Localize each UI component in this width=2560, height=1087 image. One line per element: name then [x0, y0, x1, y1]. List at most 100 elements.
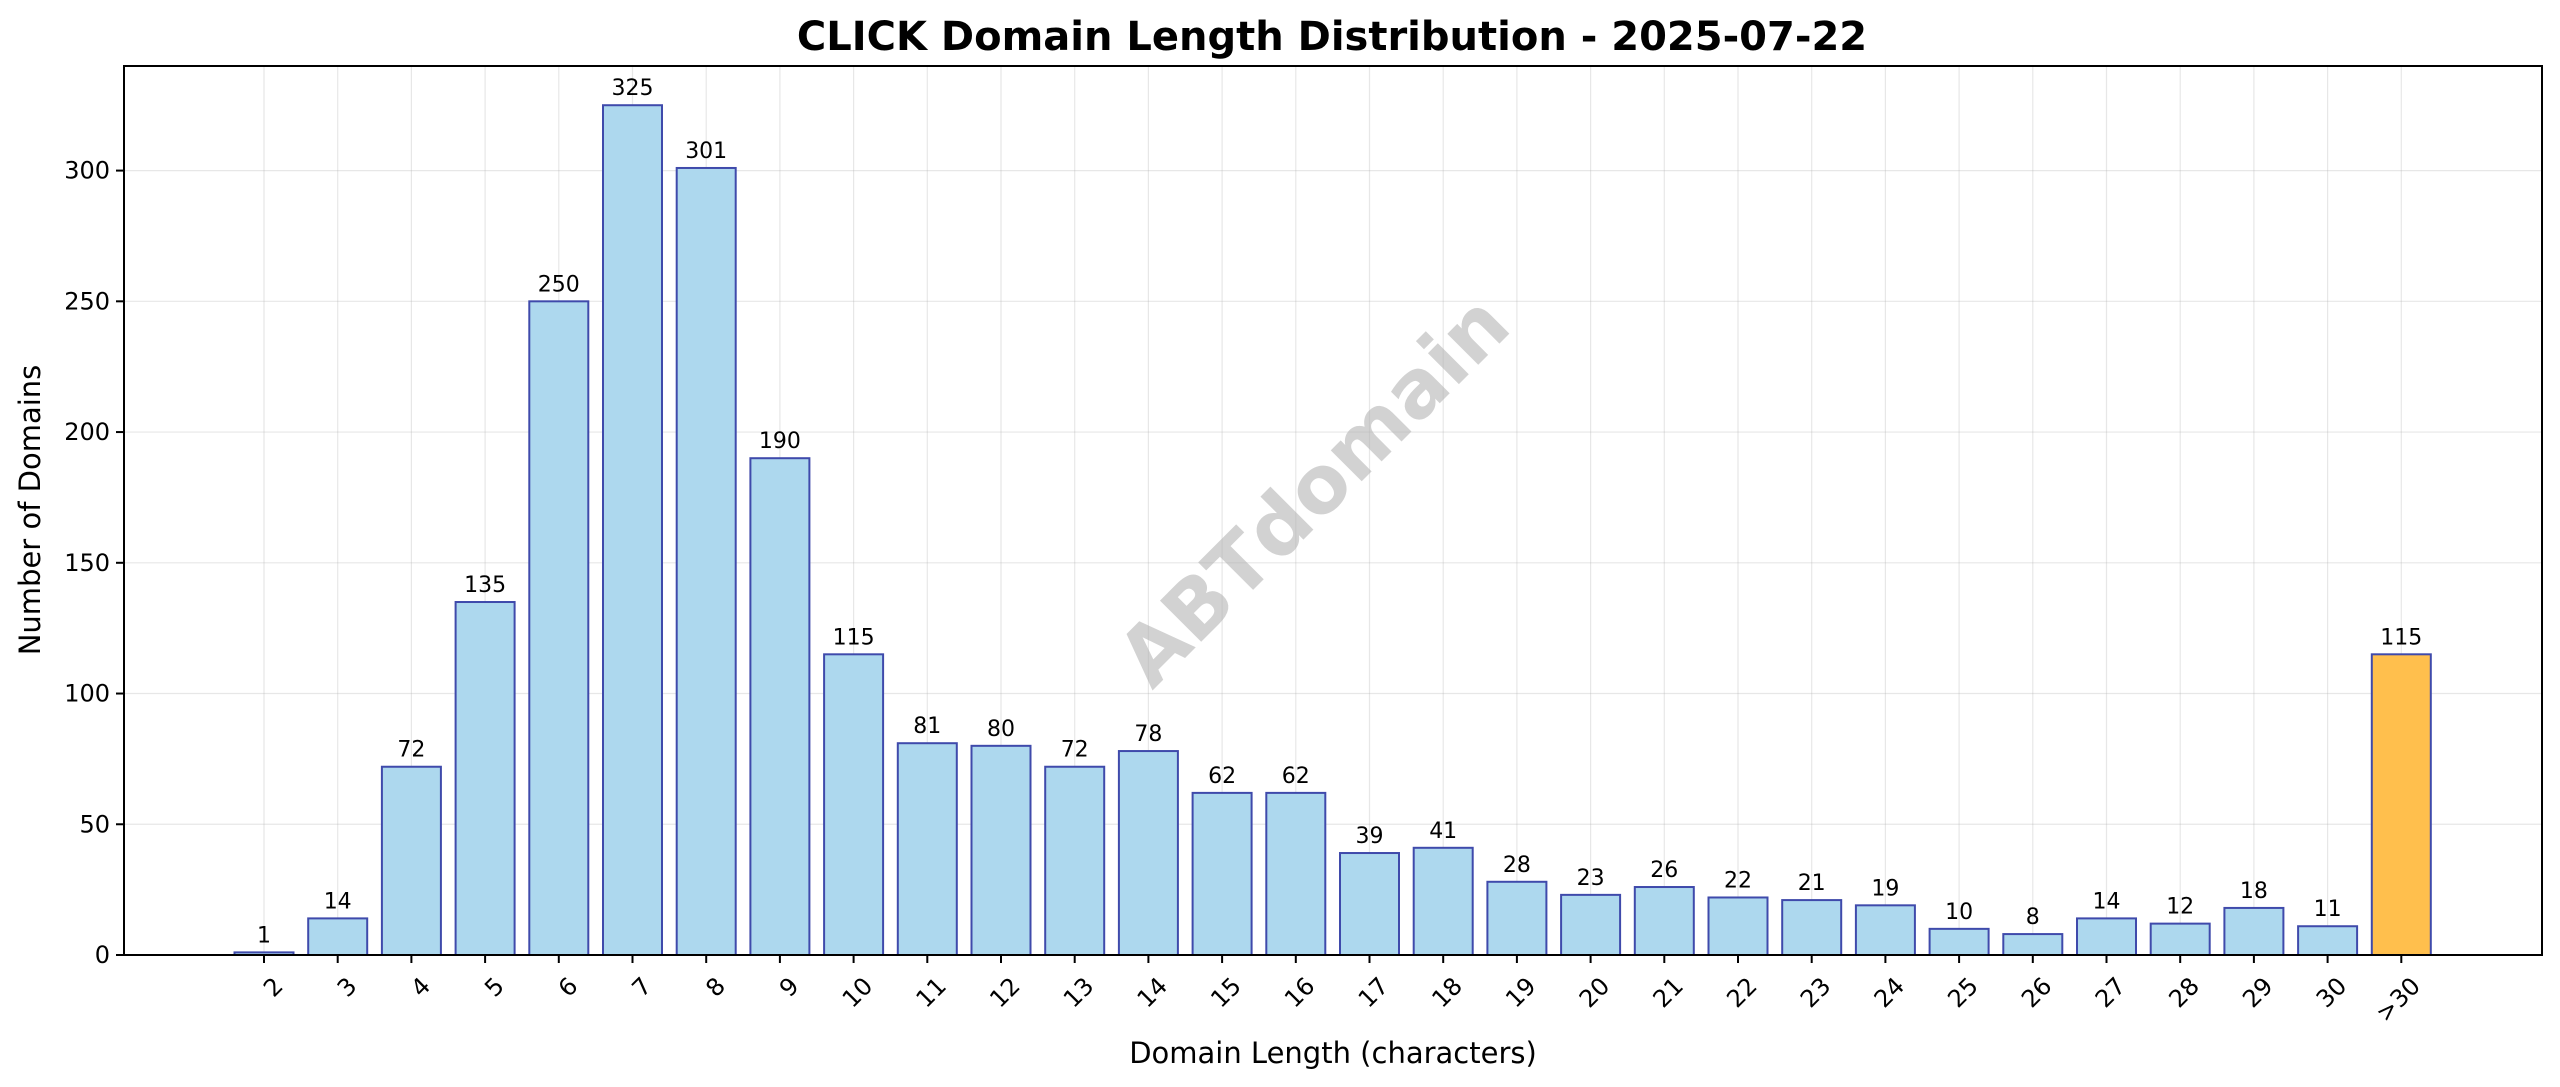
x-tick-label: 17 [1353, 972, 1394, 1013]
bar-value-label: 18 [2240, 879, 2268, 904]
y-tick-label: 50 [79, 810, 110, 838]
x-tick-label: 20 [1574, 972, 1615, 1013]
bar-27 [2076, 917, 2137, 956]
bar->30 [2370, 653, 2432, 956]
bar-value-label: 325 [612, 76, 654, 101]
bar-value-label: 26 [1650, 858, 1678, 883]
y-tick-label: 150 [64, 549, 110, 577]
x-tick-label: 11 [911, 972, 952, 1013]
bar-value-label: 72 [397, 738, 425, 763]
data-labels: 1 14 72 135 250 325 301 190 115 81 80 72 78 62 62 39 41 2… [257, 76, 2422, 948]
bar-value-label: 81 [913, 714, 941, 739]
x-tick-label: 28 [2163, 972, 2204, 1013]
bar-9 [749, 457, 811, 956]
x-tick-label: 10 [837, 972, 878, 1013]
bar-6 [528, 300, 590, 956]
bar-value-label: 14 [2093, 889, 2121, 914]
y-tick-label: 300 [64, 157, 110, 185]
bar-value-label: 115 [2380, 625, 2422, 650]
x-tick-label: 16 [1279, 972, 1320, 1013]
x-tick-label: 19 [1500, 972, 1541, 1013]
watermark-text: ABTdomain [1100, 277, 1527, 704]
bar-value-label: 135 [464, 573, 506, 598]
bar-8 [675, 166, 737, 957]
bar-value-label: 10 [1945, 900, 1973, 925]
x-tick-label: 26 [2016, 972, 2057, 1013]
bar-value-label: 28 [1503, 853, 1531, 878]
y-axis-label: Number of Domains [13, 365, 47, 656]
x-tick-label: 27 [2090, 972, 2131, 1013]
bar-5 [454, 601, 516, 956]
x-tick-label: 14 [1132, 972, 1173, 1013]
bar-26 [2002, 933, 2064, 956]
bar-16 [1265, 791, 1327, 957]
bar-23 [1781, 899, 1843, 957]
bar-value-label: 78 [1134, 722, 1162, 747]
bar-value-label: 250 [538, 272, 580, 297]
bar-12 [970, 744, 1032, 957]
x-tick-label: 24 [1869, 972, 1910, 1013]
bar-value-label: 12 [2166, 895, 2194, 920]
bar-24 [1854, 904, 1916, 957]
bar-series [233, 104, 2432, 957]
y-axis-ticks: 0 50 100 150 200 250 300 [64, 157, 124, 969]
bar-value-label: 8 [2026, 905, 2040, 930]
bar-22 [1707, 896, 1769, 956]
x-tick-label: 18 [1426, 972, 1467, 1013]
bar-value-label: 41 [1429, 819, 1457, 844]
x-axis-label: Domain Length (characters) [1129, 1036, 1537, 1070]
x-tick-label: 6 [553, 972, 584, 1003]
bar-value-label: 21 [1798, 871, 1826, 896]
bar-30 [2297, 925, 2359, 956]
bar-value-label: 80 [987, 717, 1015, 742]
bar-value-label: 11 [2314, 897, 2342, 922]
bar-19 [1486, 880, 1548, 956]
bar-4 [380, 765, 442, 956]
x-tick-label: 3 [332, 972, 363, 1003]
x-tick-label: 4 [405, 972, 436, 1003]
x-axis-ticks: 2 3 4 5 6 7 8 9 10 11 12 13 14 15 16 17 18 19 20 21 22 23 24 25… [258, 955, 2426, 1028]
y-tick-label: 250 [64, 287, 110, 315]
x-tick-label: >30 [2370, 972, 2426, 1028]
bar-value-label: 301 [685, 139, 727, 164]
bar-value-label: 190 [759, 429, 801, 454]
bar-value-label: 1 [257, 923, 271, 948]
chart-title: CLICK Domain Length Distribution - 2025-… [797, 14, 1867, 60]
x-tick-label: 29 [2237, 972, 2278, 1013]
bar-value-label: 62 [1208, 764, 1236, 789]
bar-11 [896, 742, 958, 956]
bar-28 [2149, 922, 2211, 957]
bar-7 [602, 104, 663, 957]
x-tick-label: 5 [479, 972, 510, 1003]
bar-value-label: 19 [1871, 876, 1899, 901]
x-tick-label: 30 [2311, 972, 2352, 1013]
x-tick-label: 8 [700, 972, 731, 1003]
y-tick-label: 200 [64, 418, 110, 446]
bar-value-label: 23 [1577, 866, 1605, 891]
y-tick-label: 100 [64, 680, 110, 708]
plot-frame [123, 65, 2543, 956]
bar-3 [307, 917, 369, 956]
bar-value-label: 14 [324, 889, 352, 914]
bar-15 [1191, 791, 1253, 957]
y-tick-label: 0 [95, 941, 110, 969]
bar-17 [1339, 852, 1400, 957]
x-tick-label: 13 [1058, 972, 1099, 1013]
x-tick-label: 15 [1205, 972, 1246, 1013]
bar-value-label: 62 [1282, 764, 1310, 789]
x-tick-label: 7 [627, 972, 658, 1003]
bar-value-label: 72 [1061, 738, 1089, 763]
bar-14 [1117, 750, 1179, 956]
bar-29 [2223, 906, 2285, 957]
x-tick-label: 25 [1942, 972, 1983, 1013]
x-tick-label: 2 [258, 972, 289, 1003]
x-tick-label: 12 [984, 972, 1025, 1013]
x-tick-label: 22 [1721, 972, 1762, 1013]
bar-value-label: 115 [833, 625, 875, 650]
bar-10 [823, 653, 885, 956]
bar-18 [1412, 846, 1474, 956]
x-tick-label: 23 [1795, 972, 1836, 1013]
bar-25 [1928, 927, 1990, 957]
bar-13 [1044, 765, 1106, 956]
